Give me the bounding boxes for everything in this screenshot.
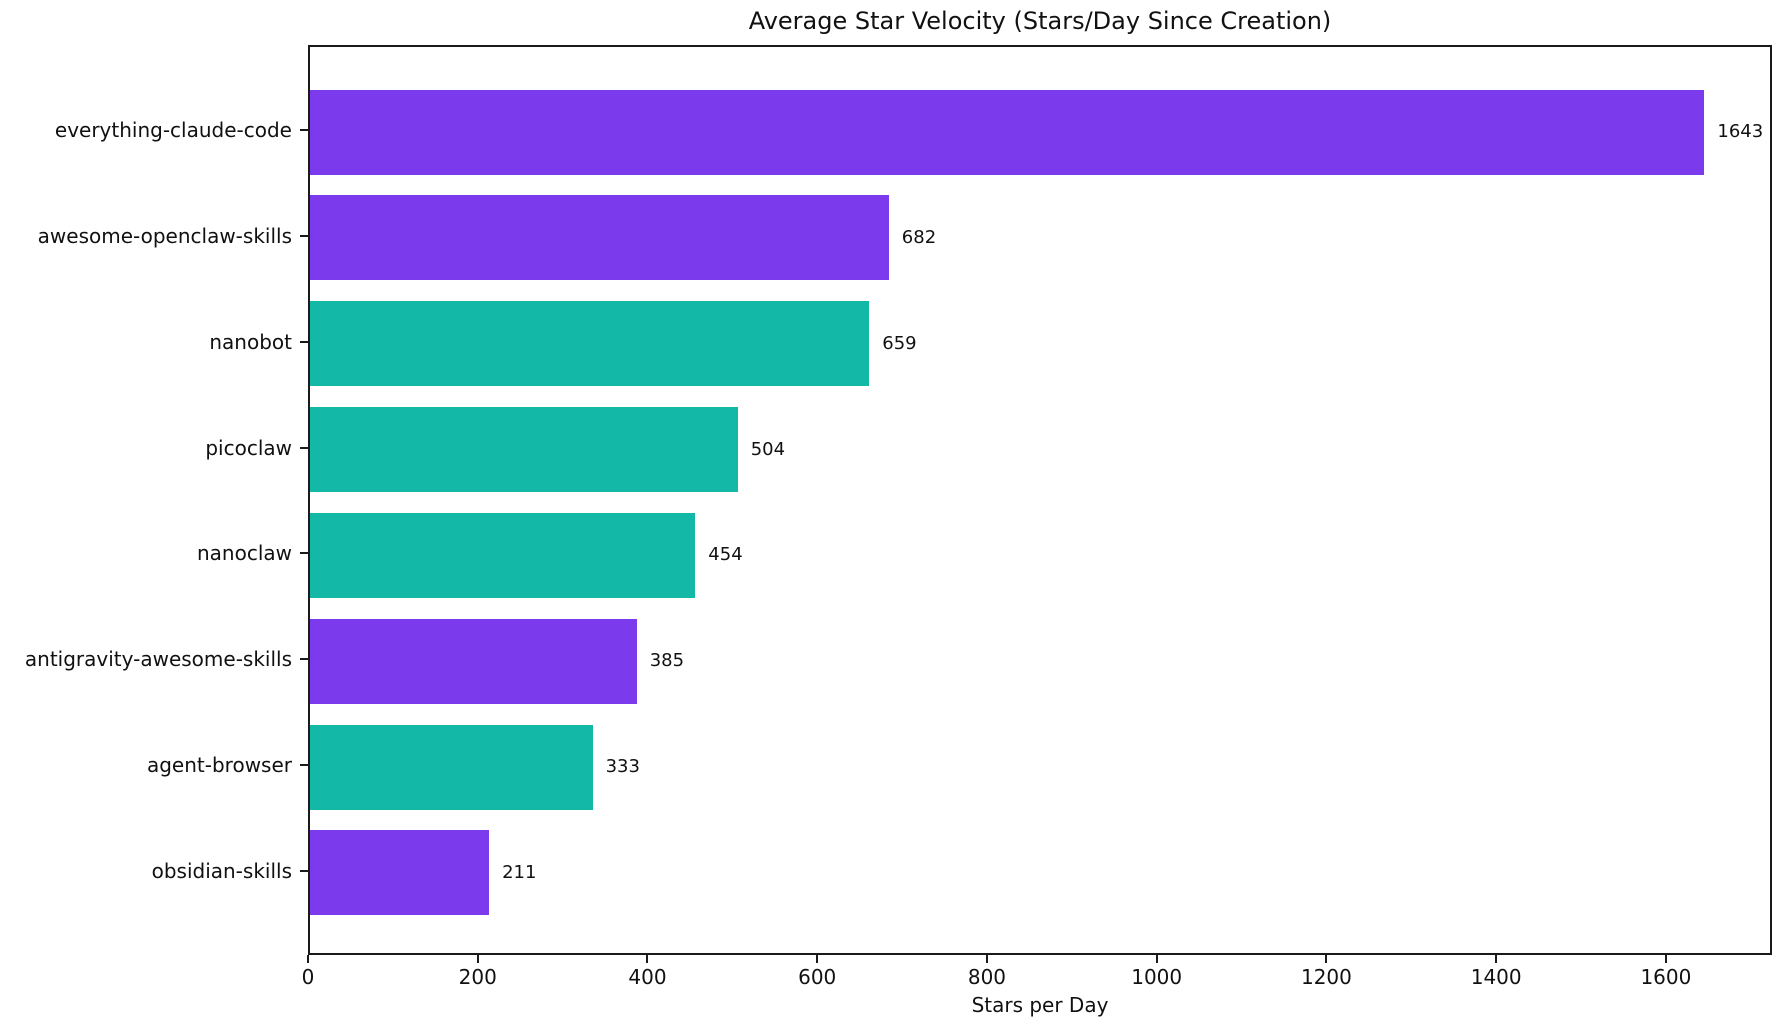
bar (310, 89, 1705, 175)
y-tick-mark (300, 234, 308, 237)
x-tick-mark (985, 955, 988, 963)
bar-value-label: 454 (708, 544, 743, 566)
x-tick-label: 400 (628, 965, 667, 989)
bar (310, 407, 738, 493)
x-tick-label: 0 (301, 965, 315, 989)
y-tick-mark (300, 658, 308, 661)
bar-value-label: 333 (605, 756, 640, 778)
y-tick-mark (300, 552, 308, 555)
bar (310, 618, 637, 704)
x-tick-mark (816, 955, 819, 963)
chart-title: Average Star Velocity (Stars/Day Since C… (748, 7, 1332, 35)
bar-value-label: 1643 (1717, 121, 1764, 142)
y-tick-mark (300, 446, 308, 449)
x-tick-mark (646, 955, 649, 963)
x-tick-label: 1000 (1131, 965, 1183, 989)
y-tick-label: agent-browser (146, 753, 292, 778)
y-tick-mark (300, 129, 308, 131)
x-tick-mark (1325, 955, 1328, 963)
x-tick-mark (307, 955, 309, 963)
x-axis-label: Stars per Day (971, 993, 1109, 1017)
bar (310, 724, 593, 810)
bar-value-label: 659 (882, 332, 917, 354)
x-tick-mark (1155, 955, 1158, 963)
bar-value-label: 504 (750, 438, 786, 460)
y-tick-mark (300, 869, 308, 872)
x-tick-label: 800 (967, 965, 1007, 989)
bar (310, 301, 870, 387)
y-tick-mark (300, 764, 308, 767)
y-tick-label: antigravity-awesome-skills (24, 647, 292, 672)
x-tick-label: 1200 (1300, 965, 1352, 989)
bar (310, 195, 889, 281)
y-tick-label: nanobot (209, 329, 292, 354)
y-tick-label: picoclaw (205, 435, 292, 460)
plot-area: 1643 682 659 504 454 385 333 211 (308, 45, 1772, 955)
y-tick-label: nanoclaw (196, 541, 292, 566)
x-tick-label: 600 (798, 965, 837, 989)
x-tick-mark (1664, 955, 1667, 963)
y-tick-mark (300, 340, 308, 343)
y-tick-label: everything-claude-code (54, 118, 292, 142)
bar-value-label: 211 (502, 861, 537, 883)
x-tick-label: 1600 (1640, 965, 1692, 989)
bar (310, 830, 490, 916)
x-tick-mark (476, 955, 479, 963)
x-tick-label: 1400 (1470, 965, 1522, 989)
x-tick-label: 200 (458, 965, 497, 989)
bar (310, 512, 696, 598)
bar-value-label: 385 (649, 650, 685, 672)
y-tick-label: awesome-openclaw-skills (37, 223, 292, 248)
y-tick-label: obsidian-skills (151, 858, 292, 883)
x-tick-mark (1495, 955, 1498, 963)
bar-value-label: 682 (901, 226, 937, 248)
